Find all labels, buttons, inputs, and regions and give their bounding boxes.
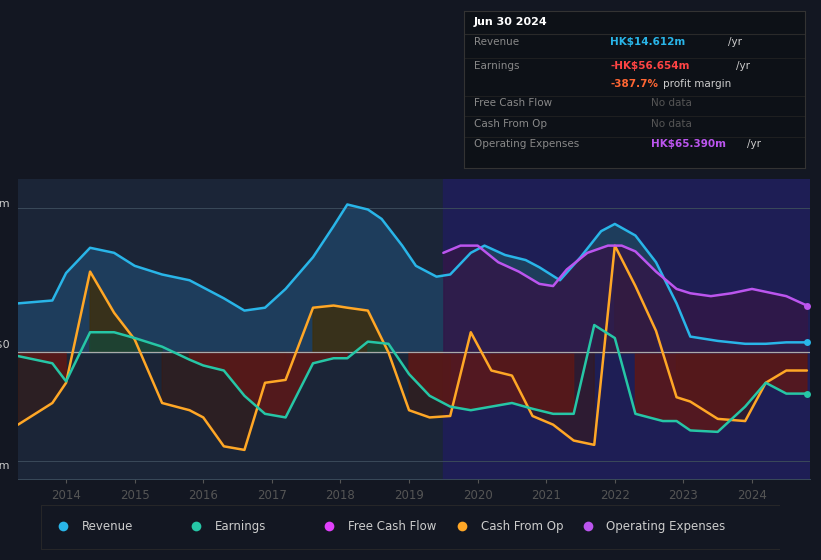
Text: -HK$150m: -HK$150m (0, 461, 10, 471)
Text: Cash From Op: Cash From Op (474, 119, 547, 129)
Text: Operating Expenses: Operating Expenses (474, 139, 580, 149)
Text: No data: No data (651, 98, 692, 108)
Text: /yr: /yr (736, 60, 750, 71)
Text: Cash From Op: Cash From Op (481, 520, 563, 533)
Text: No data: No data (651, 119, 692, 129)
Text: /yr: /yr (728, 37, 742, 47)
Text: Operating Expenses: Operating Expenses (606, 520, 726, 533)
Bar (443, 179, 810, 479)
Text: Revenue: Revenue (82, 520, 133, 533)
Text: Free Cash Flow: Free Cash Flow (348, 520, 436, 533)
Text: HK$65.390m: HK$65.390m (651, 139, 727, 149)
Text: Free Cash Flow: Free Cash Flow (474, 98, 553, 108)
Text: Revenue: Revenue (474, 37, 519, 47)
Text: /yr: /yr (746, 139, 761, 149)
Text: HK$200m: HK$200m (0, 198, 10, 208)
Text: profit margin: profit margin (663, 80, 732, 90)
Text: -387.7%: -387.7% (610, 80, 658, 90)
Text: HK$14.612m: HK$14.612m (610, 37, 686, 47)
Text: HK$0: HK$0 (0, 339, 10, 349)
Text: -HK$56.654m: -HK$56.654m (610, 60, 690, 71)
Text: Jun 30 2024: Jun 30 2024 (474, 17, 548, 27)
Text: Earnings: Earnings (215, 520, 266, 533)
Text: Earnings: Earnings (474, 60, 520, 71)
